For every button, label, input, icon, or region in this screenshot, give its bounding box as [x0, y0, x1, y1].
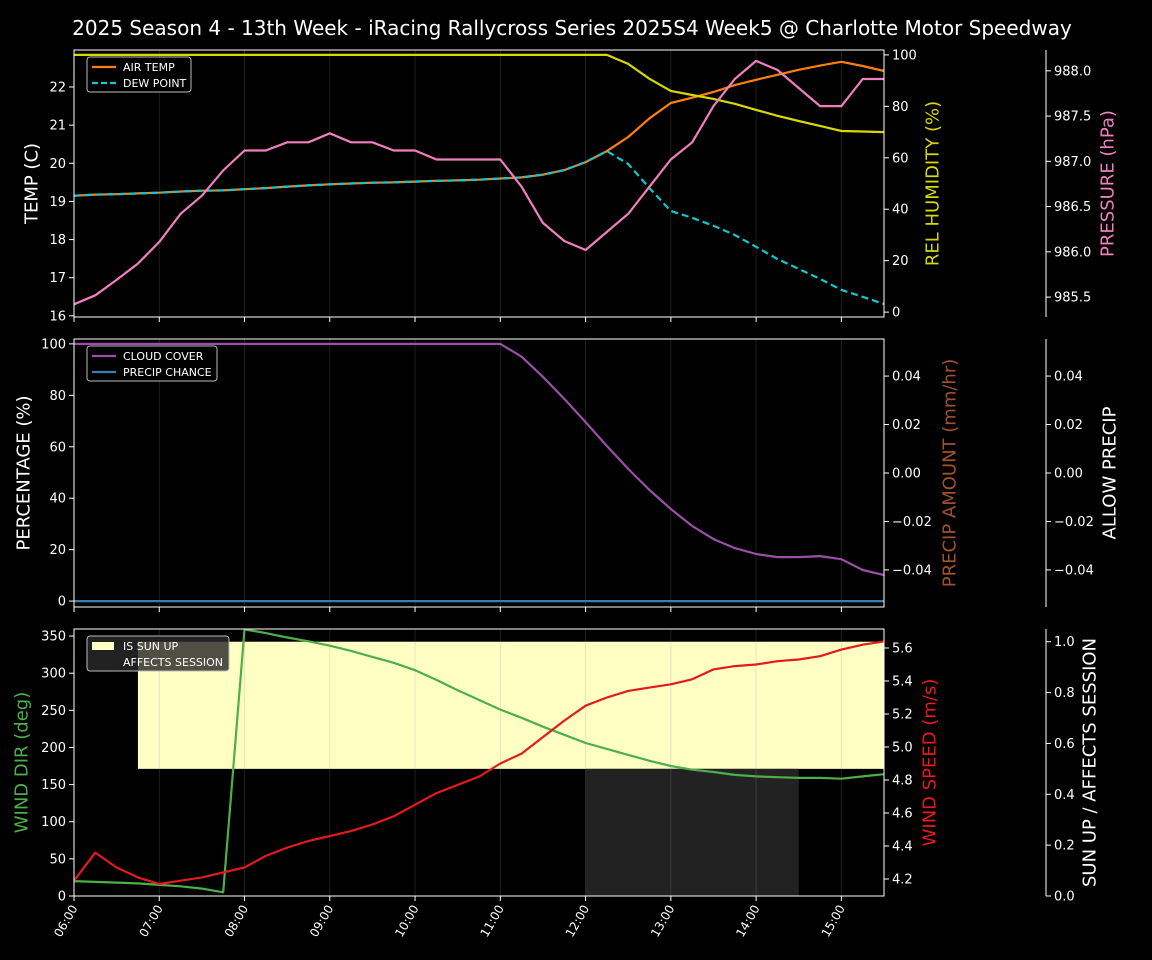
y-tick-label: 22: [49, 80, 66, 95]
legend-label: DEW POINT: [123, 77, 187, 90]
legend-label: IS SUN UP: [123, 640, 179, 653]
legend-label: AIR TEMP: [123, 61, 175, 74]
plot-frame: [73, 49, 885, 318]
axis-label-right: WIND SPEED (m/s): [920, 679, 941, 847]
y-tick-label: 16: [49, 309, 66, 324]
y-tick-label: 0.02: [892, 418, 921, 433]
y-tick-label: 60: [49, 440, 66, 455]
y-tick-label: 0.00: [1054, 467, 1083, 482]
y-tick-label: 0.0: [1054, 890, 1075, 905]
series-line-cloud-cover: [74, 342, 885, 577]
y-tick-label: 20: [49, 157, 66, 172]
y-tick-label: 80: [49, 389, 66, 404]
y-tick-label: 0.00: [892, 467, 921, 482]
y-tick-label: 19: [49, 195, 66, 210]
panel-1: 16 17 18 19 20 21 22 TEMP (C) 0 20 40 60 80 100 REL HU…: [22, 48, 1119, 324]
y-tick-label: 987.5: [1054, 110, 1091, 125]
legend-label: PRECIP CHANCE: [123, 366, 212, 379]
legend-swatch: [92, 658, 114, 666]
y-tick-label: −0.02: [892, 515, 932, 530]
legend-label: AFFECTS SESSION: [123, 656, 223, 669]
series-line-dew-point: [73, 150, 885, 306]
legend: AIR TEMP DEW POINT: [86, 56, 192, 93]
y-tick-label: 100: [41, 815, 66, 830]
y-tick-label: 350: [41, 630, 66, 645]
y-tick-label: 5.2: [892, 707, 913, 722]
legend-swatch: [92, 642, 114, 650]
span-affects-session: [585, 768, 799, 896]
y-tick-label: 100: [41, 337, 66, 352]
y-tick-label: 21: [49, 119, 66, 134]
y-tick-label: 0.04: [892, 370, 921, 385]
y-tick-label: 40: [892, 203, 909, 218]
axis-label-left: TEMP (C): [22, 143, 43, 225]
axis-label-right2: SUN UP / AFFECTS SESSION: [1080, 638, 1101, 887]
chart-title: 2025 Season 4 - 13th Week - iRacing Rall…: [72, 16, 1072, 40]
axis-label-right2: PRESSURE (hPa): [1098, 110, 1119, 257]
y-tick-label: 1.0: [1054, 635, 1075, 650]
y-tick-label: 0.4: [1054, 788, 1075, 803]
y-tick-label: 986.5: [1054, 200, 1091, 215]
legend: CLOUD COVER PRECIP CHANCE: [86, 345, 218, 382]
y-tick-label: 200: [41, 741, 66, 756]
span-is-sun-up: [137, 641, 884, 769]
axis-label-right: PRECIP AMOUNT (mm/hr): [940, 359, 961, 588]
axis-label-right2: ALLOW PRECIP: [1100, 406, 1121, 539]
plot-frame: [73, 628, 885, 897]
y-tick-label: 40: [49, 492, 66, 507]
series-line-rel-humidity: [74, 53, 885, 134]
y-tick-label: 300: [41, 667, 66, 682]
y-tick-label: 988.0: [1054, 64, 1091, 79]
y-tick-label: 80: [892, 100, 909, 115]
legend-box: [86, 345, 218, 382]
panel-3: 06:00 07:00 08:00 09:00 10:00 11:00 12:00 13:00…: [12, 628, 1101, 939]
y-tick-label: 4.2: [892, 873, 913, 888]
y-tick-label: 18: [49, 233, 66, 248]
y-tick-label: 100: [892, 48, 917, 63]
y-tick-label: 4.6: [892, 806, 913, 821]
y-tick-label: −0.04: [1054, 563, 1094, 578]
y-tick-label: 0: [58, 595, 66, 610]
y-tick-label: 20: [892, 254, 909, 269]
legend: IS SUN UP AFFECTS SESSION: [86, 635, 230, 672]
y-tick-label: 50: [49, 852, 66, 867]
y-tick-label: 250: [41, 704, 66, 719]
y-tick-label: 150: [41, 778, 66, 793]
y-tick-label: 0.6: [1054, 737, 1075, 752]
y-tick-label: 0: [892, 306, 900, 321]
y-tick-label: 20: [49, 543, 66, 558]
series-line-wind-dir-deg: [73, 628, 885, 894]
y-tick-label: 0.8: [1054, 686, 1075, 701]
y-tick-label: −0.02: [1054, 515, 1094, 530]
panel-2: 0 20 40 60 80 100 PERCENTAGE (%) −0.04 −0.02 0.00…: [14, 337, 1121, 612]
series-line-wind-speed-m-s: [73, 640, 885, 886]
y-tick-label: 5.4: [892, 674, 913, 689]
y-tick-label: 60: [892, 151, 909, 166]
axis-label-right: REL HUMIDITY (%): [923, 101, 944, 266]
y-tick-label: 0.04: [1054, 370, 1083, 385]
y-tick-label: 0: [58, 890, 66, 905]
y-tick-label: 17: [49, 271, 66, 286]
y-tick-label: 987.0: [1054, 155, 1091, 170]
y-tick-label: 0.2: [1054, 839, 1075, 854]
y-tick-label: 986.0: [1054, 245, 1091, 260]
axis-label-left: WIND DIR (deg): [12, 692, 33, 834]
y-tick-label: 5.6: [892, 641, 913, 656]
axis-label-left: PERCENTAGE (%): [14, 395, 35, 550]
y-tick-label: 985.5: [1054, 291, 1091, 306]
y-tick-label: 0.02: [1054, 418, 1083, 433]
legend-box: [86, 635, 230, 672]
y-tick-label: 4.8: [892, 773, 913, 788]
legend-label: CLOUD COVER: [123, 350, 204, 363]
y-tick-label: 5.0: [892, 740, 913, 755]
y-tick-label: 4.4: [892, 839, 913, 854]
series-line-pressure-hpa: [73, 59, 884, 306]
y-tick-label: −0.04: [892, 563, 932, 578]
